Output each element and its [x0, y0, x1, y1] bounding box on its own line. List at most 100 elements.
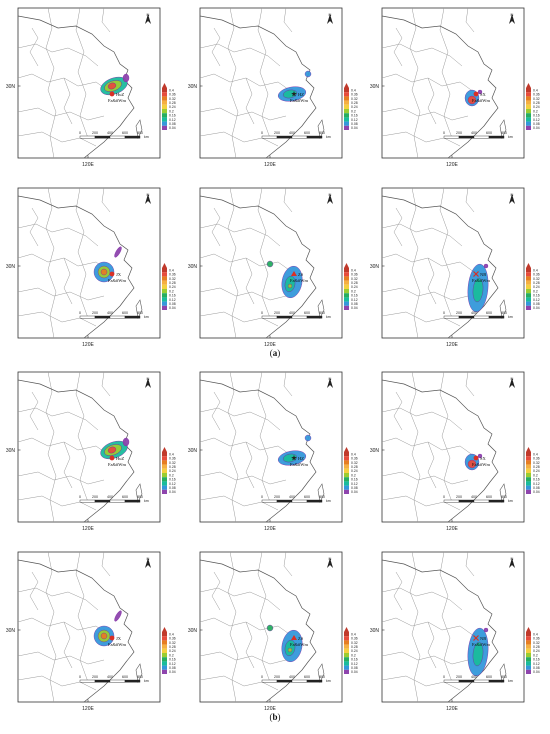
panel-content	[382, 552, 507, 702]
colorbar-swatch	[344, 636, 349, 641]
station-marker-icon	[473, 271, 479, 277]
province-border	[18, 651, 105, 665]
province-border	[200, 651, 287, 665]
scale-bar-segment	[306, 679, 323, 683]
station-marker-icon	[291, 635, 297, 640]
province-border	[63, 257, 73, 305]
panel-content	[200, 552, 325, 702]
scale-bar-segment	[488, 679, 505, 683]
colorbar-swatch	[526, 113, 531, 118]
province-border	[382, 107, 469, 121]
scale-bar-unit: km	[508, 315, 513, 319]
colorbar-swatch	[344, 473, 349, 478]
colorbar-tick-label: 0.32	[533, 97, 540, 101]
colorbar-swatch	[162, 109, 167, 114]
province-border	[245, 621, 255, 669]
colorbar-swatch	[162, 636, 167, 641]
panel-content	[18, 8, 143, 158]
colorbar-swatch	[162, 301, 167, 306]
colorbar-swatch	[344, 293, 349, 298]
colorbar-tick-label: 0.28	[169, 101, 176, 105]
taiwan-outline	[135, 483, 143, 503]
footprint-contour	[266, 624, 274, 632]
colorbar-swatch	[344, 125, 349, 130]
colorbar-tick-label: 0.08	[533, 486, 540, 490]
scale-bar-label: 400	[471, 311, 477, 315]
map-panel: NZSFa&#Wm0.40.360.320.280.240.20.160.120…	[188, 551, 358, 712]
scale-bar-label: 600	[304, 311, 310, 315]
colorbar-swatch	[162, 460, 167, 465]
station-label: HZ	[298, 92, 304, 97]
scale-bar-segment	[79, 499, 96, 503]
colorbar-tick-label: 0.12	[169, 118, 176, 122]
north-label: N	[147, 376, 150, 381]
colorbar-tick-label: 0.4	[351, 452, 356, 456]
footprint-contour	[483, 627, 489, 633]
colorbar-swatch	[162, 289, 167, 294]
scale-bar-label: 600	[304, 131, 310, 135]
station-label: HuZ	[116, 456, 124, 461]
colorbar-swatch	[162, 293, 167, 298]
colorbar-swatch	[162, 117, 167, 122]
longitude-label: 120E	[264, 162, 276, 168]
scale-bar-label: 800	[501, 311, 507, 315]
panel-content	[18, 552, 143, 702]
station-marker-icon	[109, 635, 115, 641]
colorbar-tick-label: 0.24	[533, 649, 540, 653]
scale-bar-label: 800	[319, 311, 325, 315]
province-border	[200, 43, 281, 67]
scale-bar-segment	[291, 135, 308, 139]
north-label: N	[147, 12, 150, 17]
panel-content	[200, 188, 325, 338]
scale-bar-segment	[443, 679, 460, 683]
station-label: HZ	[298, 456, 304, 461]
taiwan-outline	[499, 663, 507, 683]
colorbar-tick-label: 0.08	[351, 302, 358, 306]
province-border	[75, 552, 89, 683]
coastline	[382, 195, 499, 338]
colorbar-tick-label: 0.04	[533, 490, 540, 494]
colorbar-tick-label: 0.32	[533, 641, 540, 645]
colorbar-swatch	[526, 485, 531, 490]
province-border	[227, 372, 239, 522]
station-marker-icon	[473, 91, 479, 97]
colorbar-swatch	[162, 284, 167, 289]
north-label: N	[329, 192, 332, 197]
scale-bar-segment	[261, 315, 278, 319]
footprint-contour	[287, 283, 293, 289]
colorbar-tick-label: 0.16	[169, 294, 176, 298]
scale-bar-label: 800	[137, 311, 143, 315]
coastline	[200, 559, 317, 702]
province-border	[75, 372, 89, 503]
colorbar-swatch	[344, 104, 349, 109]
province-border	[382, 311, 461, 327]
map-panel: NZSFa&#Wm0.40.360.320.280.240.20.160.120…	[188, 187, 358, 348]
colorbar-swatch	[344, 272, 349, 277]
province-border	[211, 27, 221, 67]
north-arrow-icon	[509, 378, 515, 388]
footprint-contour	[467, 95, 477, 105]
colorbar-tick-label: 0.28	[169, 645, 176, 649]
scale-bar-unit: km	[508, 499, 513, 503]
colorbar-cap	[526, 627, 531, 632]
colorbar-tick-label: 0.2	[169, 289, 174, 293]
station-marker-icon	[473, 635, 479, 641]
province-border	[18, 407, 99, 431]
colorbar-swatch	[344, 640, 349, 645]
colorbar-tick-label: 0.24	[351, 285, 358, 289]
scale-bar-label: 400	[471, 495, 477, 499]
province-border	[45, 188, 57, 338]
unit-label: Fa&#Wm	[290, 462, 308, 467]
scale-bar-label: 0	[79, 495, 81, 499]
province-border	[283, 188, 293, 213]
map-panel: NHZFa&#Wm0.40.360.320.280.240.20.160.120…	[188, 7, 358, 168]
colorbar-swatch	[526, 117, 531, 122]
panel-frame	[381, 187, 525, 339]
colorbar-tick-label: 0.28	[169, 281, 176, 285]
scale-bar-segment	[109, 499, 126, 503]
panel-frame	[381, 7, 525, 159]
province-border	[18, 311, 97, 327]
scale-bar-segment	[124, 499, 141, 503]
footprint-contour	[304, 434, 312, 442]
province-border	[393, 571, 403, 611]
